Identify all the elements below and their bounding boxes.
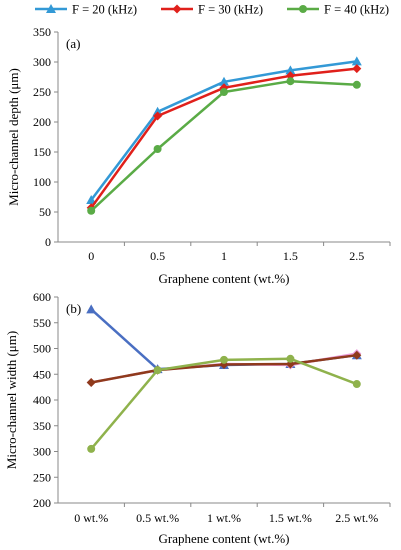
y-tick-label: 250 bbox=[33, 85, 51, 99]
legend-label: F = 30 (kHz) bbox=[198, 3, 263, 17]
data-point bbox=[220, 355, 228, 364]
x-tick-label: 1.5 wt.% bbox=[269, 511, 312, 525]
x-tick-label: 2.5 wt.% bbox=[335, 511, 378, 525]
panel-tag: (a) bbox=[66, 36, 80, 51]
x-tick-label: 0.5 wt.% bbox=[136, 511, 179, 525]
y-axis-title: Micro-channel width (μm) bbox=[4, 331, 19, 469]
legend: F = 20 (kHz) F = 30 (kHz) F = 40 (kHz) bbox=[35, 3, 389, 17]
y-tick-label: 600 bbox=[33, 290, 51, 304]
x-tick-label: 0 bbox=[88, 249, 94, 263]
chart-panel-a: 0 50 100 150 200 250 300 350 0 0.5 1 1.5 2.5 Graphene… bbox=[6, 25, 391, 286]
data-point bbox=[219, 76, 229, 86]
data-point bbox=[352, 64, 362, 74]
panel-tag: (b) bbox=[66, 301, 81, 316]
y-tick-label: 450 bbox=[33, 367, 51, 381]
legend-label: F = 20 (kHz) bbox=[72, 3, 137, 17]
data-point bbox=[352, 380, 361, 389]
x-tick-label: 2.5 bbox=[349, 249, 364, 263]
legend-label: F = 40 (kHz) bbox=[324, 3, 389, 17]
data-point bbox=[87, 206, 96, 215]
legend-marker bbox=[46, 4, 56, 13]
y-tick-label: 300 bbox=[33, 55, 51, 69]
data-point bbox=[352, 80, 361, 89]
data-point bbox=[351, 56, 362, 66]
y-tick-label: 0 bbox=[45, 235, 51, 249]
y-tick-label: 150 bbox=[33, 145, 51, 159]
y-tick-label: 200 bbox=[33, 496, 51, 510]
data-point bbox=[352, 350, 362, 360]
y-tick-label: 250 bbox=[33, 470, 51, 484]
data-point bbox=[153, 366, 162, 375]
legend-marker bbox=[299, 5, 307, 13]
data-point bbox=[153, 145, 162, 153]
x-tick-label: 1 bbox=[221, 249, 227, 263]
data-point bbox=[220, 88, 228, 96]
y-tick-label: 350 bbox=[33, 419, 51, 433]
y-tick-label: 100 bbox=[33, 175, 51, 189]
data-point bbox=[152, 106, 163, 116]
series-line bbox=[90, 357, 358, 450]
y-tick-label: 50 bbox=[39, 205, 51, 219]
y-tick-label: 200 bbox=[33, 115, 51, 129]
x-axis-title: Graphene content (wt.%) bbox=[158, 271, 289, 286]
y-axis-title: Micro-channel depth (μm) bbox=[6, 68, 21, 206]
y-tick-label: 500 bbox=[33, 342, 51, 356]
data-point bbox=[285, 65, 296, 75]
chart-panel-b: 200 250 300 350 400 450 500 550 600 0 wt.% 0.5 wt.… bbox=[4, 290, 391, 546]
y-tick-label: 300 bbox=[33, 445, 51, 459]
y-tick-label: 350 bbox=[33, 25, 51, 39]
data-point bbox=[153, 111, 163, 121]
data-point bbox=[86, 195, 97, 204]
x-axis-title: Graphene content (wt.%) bbox=[158, 531, 289, 546]
x-tick-label: 0.5 bbox=[150, 249, 165, 263]
x-tick-label: 1 wt.% bbox=[207, 511, 241, 525]
data-point bbox=[86, 304, 97, 314]
data-point bbox=[286, 77, 295, 86]
x-tick-label: 0 wt.% bbox=[74, 511, 108, 525]
data-point bbox=[86, 377, 96, 387]
x-tick-label: 1.5 bbox=[283, 249, 298, 263]
y-tick-label: 400 bbox=[33, 393, 51, 407]
data-point bbox=[87, 444, 96, 453]
data-point bbox=[286, 354, 295, 363]
y-tick-label: 550 bbox=[33, 316, 51, 330]
legend-marker bbox=[172, 4, 182, 14]
